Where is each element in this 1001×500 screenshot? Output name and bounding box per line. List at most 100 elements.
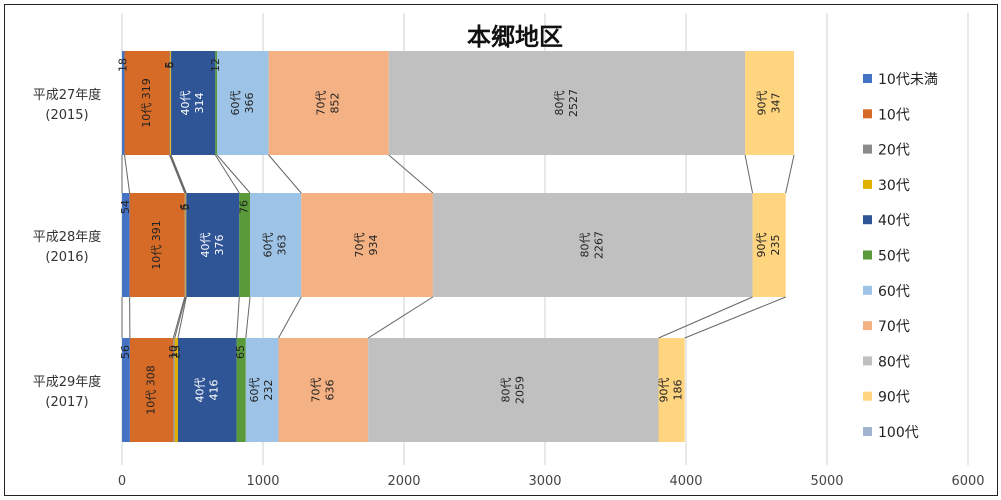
legend-swatch-0	[863, 74, 872, 83]
connector-0-3	[170, 154, 187, 194]
data-label-2-1-0: 10代 308	[145, 365, 158, 415]
legend-label-10: 100代	[878, 425, 919, 441]
x-tick-label-1000: 1000	[246, 474, 279, 489]
data-label-2-9-1: 186	[672, 380, 685, 401]
category-label-0-line2: (2015)	[45, 108, 88, 123]
data-label-0-5-0: 12	[209, 58, 222, 72]
bar-segment-2-0	[122, 338, 130, 442]
x-tick-label-3000: 3000	[528, 474, 561, 489]
data-label-1-6-0: 60代	[262, 233, 275, 258]
data-label-1-4-0: 40代	[199, 233, 212, 258]
data-label-1-5-0: 76	[238, 200, 251, 214]
bar-segment-1-0	[122, 193, 130, 297]
connector-0-6	[268, 154, 302, 194]
bar-segment-2-7	[278, 338, 369, 442]
bar-segment-1-5	[239, 193, 251, 297]
connector-1-7	[367, 296, 434, 339]
bar-segment-1-7	[301, 193, 433, 297]
connector-1-5	[245, 296, 251, 339]
bar-segment-1-6	[250, 193, 302, 297]
data-label-0-3-0: 6	[164, 62, 177, 69]
legend-swatch-10	[863, 427, 872, 436]
legend-label-5: 50代	[878, 249, 910, 265]
connector-1-1	[172, 296, 186, 339]
legend-swatch-2	[863, 144, 872, 154]
connector-0-0	[124, 154, 131, 194]
bar-segment-0-1	[124, 51, 170, 155]
data-label-0-1-0: 10代 319	[140, 78, 153, 128]
data-label-2-6-0: 60代	[248, 378, 261, 403]
connector-1-6	[278, 296, 302, 339]
data-label-2-5-0: 65	[234, 345, 247, 359]
data-label-1-8-0: 80代	[579, 233, 592, 258]
bar-segment-1-8	[432, 193, 753, 297]
data-label-1-3-0: 5	[179, 204, 192, 211]
category-label-1-line2: (2016)	[45, 250, 88, 265]
data-label-0-0-0: 18	[116, 58, 129, 72]
data-label-0-7-0: 70代	[315, 91, 328, 116]
x-tick-label-4000: 4000	[669, 474, 702, 489]
bar-segment-1-4	[186, 193, 240, 297]
data-label-0-6-1: 366	[243, 93, 256, 114]
legend-swatch-4	[863, 215, 872, 225]
data-label-0-4-0: 40代	[179, 91, 192, 116]
data-label-0-7-1: 852	[329, 93, 342, 114]
connector-0-5	[216, 154, 251, 194]
bar-segment-1-3	[185, 193, 187, 297]
data-label-2-7-0: 70代	[309, 378, 322, 403]
connector-0-1	[169, 154, 186, 194]
bar-segment-2-3	[174, 338, 178, 442]
legend-label-6: 60代	[878, 284, 910, 300]
connector-0-9	[785, 154, 795, 194]
data-label-1-7-1: 934	[367, 235, 380, 256]
data-label-1-4-1: 376	[213, 235, 226, 256]
data-label-2-9-0: 90代	[658, 378, 671, 403]
data-label-0-8-1: 2527	[567, 89, 580, 117]
x-tick-label-5000: 5000	[810, 474, 843, 489]
legend-swatch-7	[863, 321, 872, 331]
x-tick-label-0: 0	[118, 474, 126, 489]
connector-1-8	[658, 296, 753, 339]
data-label-2-8-1: 2059	[513, 376, 526, 404]
x-tick-label-2000: 2000	[387, 474, 420, 489]
bar-segment-1-1	[129, 193, 185, 297]
bar-segment-0-8	[388, 51, 746, 155]
data-label-1-1-0: 10代 391	[150, 220, 163, 270]
bar-segment-0-3	[170, 51, 172, 155]
stacked-bar-chart: 0 1000 2000 3000 4000 5000 6000 平成27年度 (2015) 平成2…	[33, 13, 985, 489]
data-label-2-3-0: 23	[169, 345, 182, 359]
bar-segment-2-9	[658, 338, 685, 442]
data-label-0-2-0: 5	[163, 62, 176, 69]
data-label-0-4-1: 314	[193, 93, 206, 114]
data-label-0-8-0: 80代	[553, 91, 566, 116]
bar-segment-0-7	[268, 51, 389, 155]
category-label-1-line1: 平成28年度	[33, 229, 102, 245]
bar-segment-2-8	[368, 338, 659, 442]
connector-1-3	[177, 296, 187, 339]
legend-label-3: 30代	[878, 178, 910, 194]
data-label-0-6-0: 60代	[229, 91, 242, 116]
legend-swatch-6	[863, 285, 872, 295]
connector-0-4	[214, 154, 240, 194]
data-label-1-8-1: 2267	[593, 231, 606, 259]
legend-label-9: 90代	[878, 390, 910, 406]
legend-swatch-5	[863, 250, 872, 260]
bar-segment-0-2	[169, 51, 171, 155]
connector-0-7	[388, 154, 434, 194]
data-label-2-0-0: 56	[119, 345, 132, 359]
bar-segment-0-9	[745, 51, 795, 155]
bar-segment-2-5	[236, 338, 246, 442]
legend-swatch-1	[863, 109, 872, 119]
data-label-2-2-0: 10	[167, 345, 180, 359]
data-label-2-4-1: 416	[207, 380, 220, 401]
chart-title: 本郷地区	[467, 23, 563, 51]
data-label-1-0-0: 54	[119, 200, 132, 214]
data-label-2-8-0: 80代	[499, 377, 512, 402]
x-tick-label-6000: 6000	[951, 474, 984, 489]
data-label-1-9-1: 235	[769, 235, 782, 256]
data-label-2-4-0: 40代	[193, 378, 206, 403]
legend-label-8: 80代	[878, 354, 910, 370]
connector-1-2	[174, 296, 187, 339]
bar-segment-0-4	[171, 51, 216, 155]
bar-segment-2-1	[129, 338, 174, 442]
